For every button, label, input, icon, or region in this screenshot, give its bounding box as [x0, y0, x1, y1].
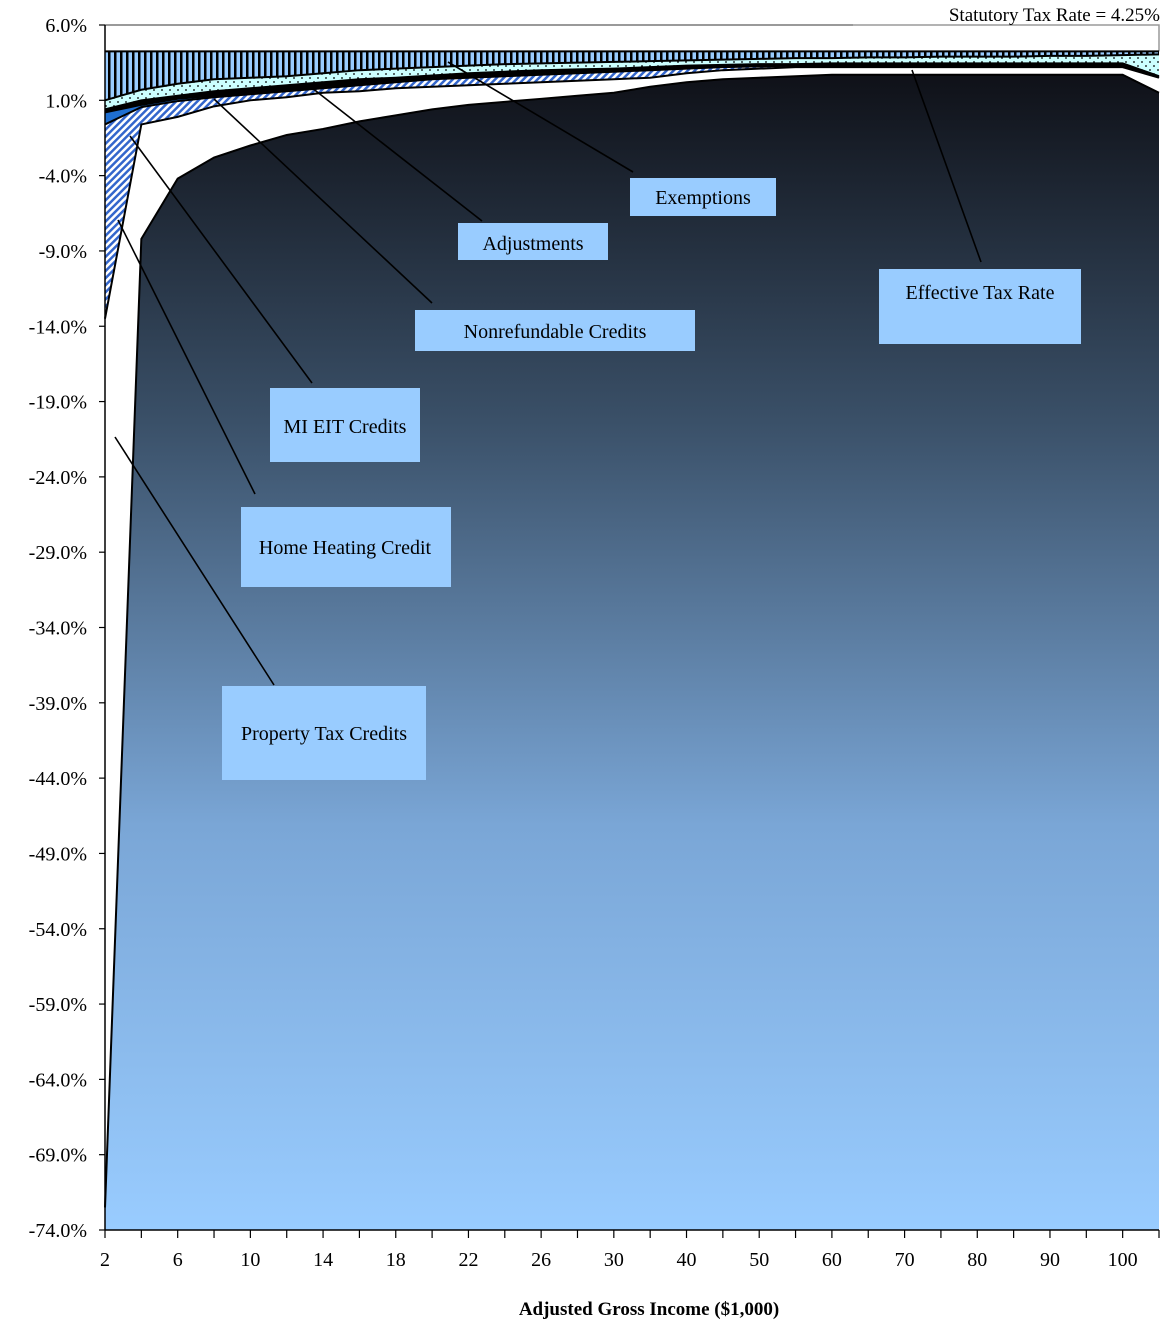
x-tick-label: 6 — [173, 1249, 183, 1271]
y-tick-label: -64.0% — [29, 1069, 87, 1091]
y-tick-label: 1.0% — [45, 90, 87, 112]
x-tick-label: 60 — [822, 1249, 842, 1271]
y-tick-label: -14.0% — [29, 316, 87, 338]
y-tick-label: -24.0% — [29, 467, 87, 489]
callout-leader-nonrefundable-credits — [213, 98, 433, 304]
callout-label-effective-tax-rate: Effective Tax Rate — [906, 282, 1055, 304]
callout-box-nonrefundable-credits — [415, 310, 695, 351]
callout-label-mi-eit-credits: MI EIT Credits — [284, 416, 407, 438]
x-axis-title: Adjusted Gross Income ($1,000) — [519, 1299, 779, 1320]
line-effective-tax-rate — [104, 73, 1160, 1208]
y-tick-label: -4.0% — [39, 166, 87, 188]
x-tick-label: 40 — [677, 1249, 697, 1271]
line-home-heating-credit — [104, 64, 1160, 126]
statutory-rate-label: Statutory Tax Rate = 4.25% — [949, 5, 1160, 26]
y-tick-label: -9.0% — [39, 241, 87, 263]
y-tick-label: -34.0% — [29, 618, 87, 640]
callout-leader-property-tax-credits — [114, 436, 275, 686]
x-tick-label: 80 — [967, 1249, 987, 1271]
y-tick-label: -74.0% — [29, 1220, 87, 1242]
y-tick-label: -49.0% — [29, 843, 87, 865]
x-tick-label: 22 — [458, 1249, 478, 1271]
y-tick-label: -44.0% — [29, 768, 87, 790]
y-tick-label: -59.0% — [29, 994, 87, 1016]
y-tick-label: -19.0% — [29, 392, 87, 414]
x-tick-label: 90 — [1040, 1249, 1060, 1271]
callout-box-property-tax-credits — [222, 686, 426, 780]
callout-label-adjustments: Adjustments — [482, 233, 583, 255]
x-tick-label: 100 — [1108, 1249, 1138, 1271]
callout-label-nonrefundable-credits: Nonrefundable Credits — [464, 321, 647, 343]
line-property-tax-credits — [104, 66, 1160, 319]
callout-box-effective-tax-rate — [879, 269, 1081, 344]
area-series — [104, 50, 1160, 1231]
statutory-rate-bracket-right — [853, 24, 1160, 52]
callout-leader-effective-tax-rate — [911, 69, 982, 263]
x-tick-label: 30 — [604, 1249, 624, 1271]
callout-box-home-heating-credit — [241, 507, 451, 587]
x-tick-label: 14 — [313, 1249, 333, 1271]
area-effective-tax-rate — [105, 74, 1159, 1231]
callout-label-property-tax-credits: Property Tax Credits — [241, 723, 407, 745]
callout-label-exemptions: Exemptions — [655, 187, 751, 209]
callout-box-mi-eit-credits — [270, 388, 420, 462]
axes: 6.0% 1.0% -4.0% -9.0% -14.0% -19.0% -24.0% -29.… — [29, 15, 1160, 1271]
x-tick-label: 26 — [531, 1249, 551, 1271]
callout-leader-mi-eit-credits — [129, 135, 313, 384]
y-tick-label: -39.0% — [29, 693, 87, 715]
y-tick-label: -54.0% — [29, 919, 87, 941]
x-tick-label: 18 — [386, 1249, 406, 1271]
line-nonrefundable-credits — [104, 62, 1160, 111]
y-tick-label: -29.0% — [29, 542, 87, 564]
callout-label-home-heating-credit: Home Heating Credit — [259, 537, 432, 559]
callout-leader-exemptions — [447, 61, 634, 173]
callout-box-exemptions — [630, 178, 776, 216]
x-tick-label: 70 — [895, 1249, 915, 1271]
callouts: Exemptions Adjustments Nonrefundable Credi… — [114, 61, 1081, 780]
callout-leader-home-heating-credit — [117, 219, 256, 495]
y-tick-label: 6.0% — [45, 15, 87, 37]
callout-leader-adjustments — [306, 83, 483, 222]
line-adjustments — [104, 53, 1160, 102]
y-tick-label: -69.0% — [29, 1145, 87, 1167]
x-tick-label: 10 — [240, 1249, 260, 1271]
x-tick-label: 2 — [100, 1249, 110, 1271]
callout-box-adjustments — [458, 223, 608, 260]
statutory-rate-annotation: Statutory Tax Rate = 4.25% — [105, 5, 1160, 52]
x-tick-label: 50 — [749, 1249, 769, 1271]
